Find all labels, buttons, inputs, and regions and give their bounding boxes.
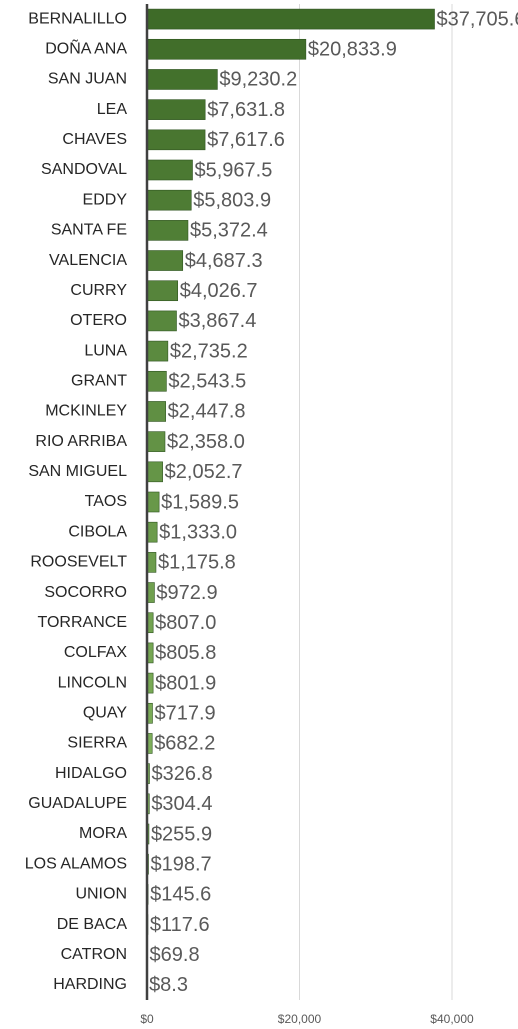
value-label: $2,735.2 <box>170 340 248 362</box>
value-label: $69.8 <box>150 944 200 966</box>
bar <box>146 310 177 332</box>
bar <box>146 521 158 543</box>
value-label: $3,867.4 <box>178 310 256 332</box>
category-label: BERNALILLO <box>28 10 127 27</box>
value-label: $9,230.2 <box>219 69 297 91</box>
category-label: CURRY <box>70 282 127 299</box>
value-label: $326.8 <box>151 763 212 785</box>
category-label: ROOSEVELT <box>30 554 127 571</box>
category-label: DOÑA ANA <box>45 37 127 57</box>
category-label: QUAY <box>83 704 127 721</box>
category-label: CHAVES <box>62 131 127 148</box>
bar <box>146 552 157 573</box>
category-label: TORRANCE <box>38 614 128 631</box>
value-label: $198.7 <box>151 853 212 875</box>
value-label: $255.9 <box>151 823 212 845</box>
bar <box>146 159 193 181</box>
value-label: $1,589.5 <box>161 491 239 513</box>
category-label: CIBOLA <box>68 523 127 540</box>
value-label: $1,175.8 <box>158 552 236 574</box>
value-label: $972.9 <box>156 582 217 604</box>
category-label: HIDALGO <box>55 765 127 782</box>
value-label: $807.0 <box>155 612 216 634</box>
category-label: RIO ARRIBA <box>35 433 127 450</box>
x-tick-label: $20,000 <box>278 1012 322 1026</box>
bar <box>146 38 307 60</box>
bar <box>146 220 189 241</box>
value-label: $801.9 <box>155 672 216 694</box>
category-label: SAN JUAN <box>48 71 127 88</box>
category-label: LINCOLN <box>58 674 127 691</box>
bar <box>146 99 206 120</box>
category-label: CATRON <box>61 946 127 963</box>
value-label: $717.9 <box>154 703 215 725</box>
bar <box>146 69 218 90</box>
bar <box>146 401 166 422</box>
category-label: GUADALUPE <box>28 795 127 812</box>
value-label: $5,967.5 <box>195 159 273 181</box>
category-label: MCKINLEY <box>45 403 127 420</box>
category-label: SANDOVAL <box>41 161 127 178</box>
category-label: SANTA FE <box>51 222 127 239</box>
bar <box>146 461 163 483</box>
bar <box>146 340 169 362</box>
category-label: OTERO <box>70 312 127 329</box>
bar <box>146 431 166 452</box>
value-label: $5,803.9 <box>193 189 271 211</box>
category-label: DE BACA <box>57 916 128 933</box>
value-label: $805.8 <box>155 642 216 664</box>
value-label: $304.4 <box>151 793 212 815</box>
value-label: $1,333.0 <box>159 521 237 543</box>
value-label: $4,026.7 <box>180 280 258 302</box>
category-label: LOS ALAMOS <box>25 855 127 872</box>
value-label: $145.6 <box>150 884 211 906</box>
bar <box>146 491 160 513</box>
bar <box>146 8 435 30</box>
value-label: $7,631.8 <box>207 99 285 121</box>
value-label: $7,617.6 <box>207 129 285 151</box>
x-tick-label: $0 <box>140 1012 154 1026</box>
value-label: $37,705.6 <box>437 8 518 30</box>
value-label: $4,687.3 <box>185 250 263 272</box>
value-label: $682.2 <box>154 733 215 755</box>
category-label: SOCORRO <box>44 584 127 601</box>
category-label: HARDING <box>53 976 127 993</box>
bar <box>146 250 184 271</box>
category-label: UNION <box>75 886 127 903</box>
x-tick-label: $40,000 <box>430 1012 474 1026</box>
value-label: $2,447.8 <box>168 401 246 423</box>
category-label: COLFAX <box>64 644 127 661</box>
bar <box>146 370 167 392</box>
value-label: $20,833.9 <box>308 39 397 61</box>
value-label: $2,358.0 <box>167 431 245 453</box>
value-label: $117.6 <box>150 914 210 936</box>
value-label: $2,052.7 <box>165 461 243 483</box>
value-label: $8.3 <box>149 974 188 996</box>
bar <box>146 280 179 302</box>
category-label: MORA <box>79 825 127 842</box>
category-label: GRANT <box>71 372 127 389</box>
category-label: TAOS <box>85 493 127 510</box>
category-label: LUNA <box>84 342 127 359</box>
category-label: EDDY <box>83 191 128 208</box>
value-label: $2,543.5 <box>168 371 246 393</box>
category-label: LEA <box>97 101 128 118</box>
category-label: SIERRA <box>67 735 127 752</box>
value-label: $5,372.4 <box>190 220 268 242</box>
category-label: SAN MIGUEL <box>28 463 127 480</box>
category-label: VALENCIA <box>49 252 127 269</box>
bar <box>146 189 192 211</box>
bar <box>146 129 206 151</box>
